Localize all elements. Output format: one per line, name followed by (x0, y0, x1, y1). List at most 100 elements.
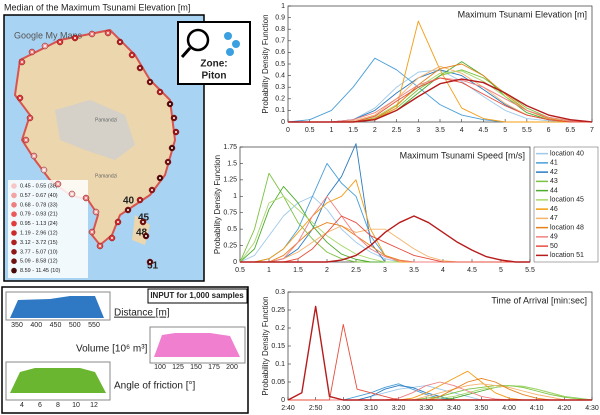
legend-pin (11, 192, 17, 199)
zone-name: Piton (202, 71, 227, 82)
input-tick-label: 200 (226, 364, 238, 371)
x-tick-label: 3.5 (435, 127, 445, 134)
x-tick-label: 2.5 (392, 127, 402, 134)
y-tick-label: 0.4 (275, 72, 285, 79)
map-title: Median of the Maximum Tsunami Elevation … (4, 2, 190, 12)
y-axis-label: Probability Density Function (213, 155, 222, 254)
legend-label: 46 (550, 206, 558, 213)
y-tick-label: 0.25 (223, 242, 237, 249)
legend-box (533, 146, 599, 263)
map-marker-dot (127, 209, 129, 211)
legend-label: 42 (550, 169, 558, 176)
map-marker-dot (59, 41, 61, 43)
x-tick-label: 4 (441, 267, 445, 274)
map-marker-dot (173, 117, 175, 119)
input-tick-label: 10 (72, 402, 80, 409)
chart-title: Maximum Tsunami Elevation [m] (458, 9, 587, 19)
y-tick-label: 1 (281, 3, 285, 10)
angle-shape (10, 368, 106, 393)
x-tick-label: 4.5 (467, 267, 477, 274)
map-marker-dot (151, 189, 153, 191)
map-marker-dot (99, 245, 101, 247)
map-marker-dot (91, 231, 93, 233)
map-legend-box (8, 180, 88, 278)
location-label: 40 (123, 196, 135, 207)
x-tick-label: 3:10 (364, 405, 378, 412)
x-tick-label: 4 (460, 127, 464, 134)
map-legend-label: 8.59 - 11.45 (10) (20, 268, 60, 274)
map-legend-label: 3.12 - 3.72 (15) (20, 240, 58, 246)
y-tick-label: 1.75 (223, 144, 237, 151)
map-marker-dot (111, 237, 113, 239)
zone-label: Zone: (200, 59, 227, 70)
map-marker-dot (57, 183, 59, 185)
volume-label: Volume [10⁶ m³] (76, 344, 148, 355)
map-marker-dot (139, 199, 141, 201)
y-tick-label: 0.3 (275, 289, 285, 296)
y-tick-label: 0.2 (275, 325, 285, 332)
series-line (240, 215, 530, 263)
x-tick-label: 5 (503, 127, 507, 134)
y-tick-label: 0 (281, 119, 285, 126)
x-tick-label: 1 (329, 127, 333, 134)
series-line (287, 305, 592, 401)
y-tick-label: 0.05 (271, 379, 285, 386)
x-tick-label: 2:50 (309, 405, 323, 412)
x-tick-label: 3:00 (336, 405, 350, 412)
x-tick-label: 4:10 (530, 405, 544, 412)
map-marker-dot (33, 155, 35, 157)
map-marker-dot (139, 67, 141, 69)
place-label: Pamandzi (95, 117, 117, 123)
y-tick-label: 1.5 (227, 160, 237, 167)
map-marker-dot (119, 41, 121, 43)
x-tick-label: 3.5 (409, 267, 419, 274)
volume-shape (154, 333, 240, 357)
input-tick-label: 4 (20, 402, 24, 409)
map-legend-label: 0.95 - 1.13 (24) (20, 221, 58, 227)
map-marker-dot (142, 221, 144, 223)
y-axis-label: Probability Density Function (261, 14, 270, 113)
x-tick-label: 2.5 (351, 267, 361, 274)
x-tick-label: 4:30 (585, 405, 599, 412)
input-title-box (147, 288, 248, 304)
legend-label: location 48 (550, 224, 584, 231)
location-label: 45 (138, 213, 150, 224)
y-tick-label: 0.15 (271, 343, 285, 350)
map-marker-dot (169, 103, 171, 105)
legend-label: 41 (550, 160, 558, 167)
x-tick-label: 0.5 (305, 127, 315, 134)
place-label: Pamandzi (95, 173, 117, 179)
input-tick-label: 350 (11, 322, 23, 329)
chart-title: Maximum Tsunami Speed [m/s] (400, 150, 525, 160)
map-marker-dot (167, 161, 169, 163)
map-marker-dot (31, 51, 33, 53)
legend-label: 44 (550, 187, 558, 194)
magnifier-icon (186, 28, 210, 52)
x-tick-label: 4.5 (479, 127, 489, 134)
town (55, 100, 135, 160)
legend-label: 50 (550, 243, 558, 250)
map-marker-dot (145, 235, 147, 237)
legend-label: location 51 (550, 252, 584, 259)
angle-label: Angle of friction [°] (114, 381, 195, 392)
map-legend-label: 0.57 - 0.67 (40) (20, 193, 58, 199)
x-tick-label: 4:20 (558, 405, 572, 412)
y-tick-label: 0 (233, 259, 237, 266)
x-tick-label: 3:20 (392, 405, 406, 412)
map-legend-label: 0.45 - 0.55 (38) (20, 183, 58, 189)
map-marker-dot (171, 147, 173, 149)
input-tick-label: 175 (208, 364, 220, 371)
legend-pin (11, 220, 17, 227)
map-marker-dot (95, 211, 97, 213)
map-marker-dot (25, 139, 27, 141)
map-marker-dot (21, 61, 23, 63)
input-tick-label: 400 (30, 322, 42, 329)
input-tick-label: 150 (190, 364, 202, 371)
map-marker-dot (91, 33, 93, 35)
series-line (288, 78, 593, 123)
y-tick-label: 0.1 (275, 107, 285, 114)
wave-icon (232, 40, 240, 48)
legend-label: 49 (550, 234, 558, 241)
y-tick-label: 0.7 (275, 38, 285, 45)
wave-icon (224, 32, 232, 40)
